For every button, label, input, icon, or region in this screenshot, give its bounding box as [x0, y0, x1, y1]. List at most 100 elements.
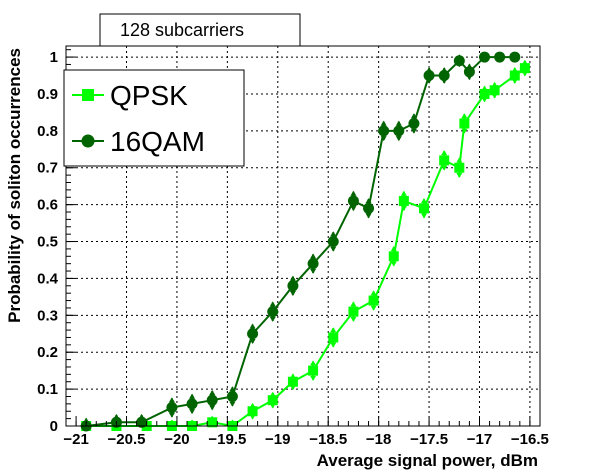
data-point [207, 417, 218, 428]
data-point [347, 195, 359, 207]
data-point [328, 332, 339, 343]
error-cap [189, 393, 196, 399]
legend-marker [81, 134, 95, 148]
error-cap [461, 113, 468, 119]
data-point [136, 416, 148, 428]
error-cap [209, 389, 216, 395]
data-point [363, 202, 375, 214]
error-cap [461, 128, 468, 134]
error-cap [249, 338, 256, 344]
legend-label: 16QAM [110, 126, 205, 157]
data-point [408, 117, 420, 129]
data-point [459, 118, 470, 129]
data-point [509, 51, 521, 63]
error-cap [390, 261, 397, 267]
error-cap [456, 172, 463, 178]
error-cap [330, 342, 337, 348]
data-point [463, 66, 475, 78]
error-cap [330, 327, 337, 333]
data-point [454, 162, 465, 173]
error-cap [289, 291, 296, 297]
error-cap [310, 375, 317, 381]
data-point [308, 365, 319, 376]
data-point [453, 55, 465, 67]
x-tick-label: −17 [467, 431, 492, 448]
error-cap [370, 290, 377, 296]
data-point [348, 306, 359, 317]
data-point [206, 394, 218, 406]
title-box: 128 subcarriers [99, 13, 301, 47]
y-tick-label: 0.6 [37, 197, 58, 214]
error-cap [395, 120, 402, 126]
data-point [307, 258, 319, 270]
legend-label: QPSK [110, 80, 188, 111]
error-cap [330, 246, 337, 252]
error-cap [310, 360, 317, 366]
error-cap [189, 409, 196, 415]
error-cap [350, 190, 357, 196]
y-tick-label: 0 [50, 418, 58, 435]
error-cap [269, 301, 276, 307]
x-tick-label: −17.5 [410, 431, 448, 448]
data-point [247, 328, 259, 340]
y-tick-label: 0.2 [37, 344, 58, 361]
y-tick-label: 0.4 [37, 270, 59, 287]
error-cap [365, 213, 372, 219]
error-cap [249, 323, 256, 329]
x-tick-label: −16.5 [511, 431, 549, 448]
error-cap [350, 316, 357, 322]
y-tick-label: 0.9 [37, 86, 58, 103]
error-cap [310, 253, 317, 259]
error-cap [209, 405, 216, 411]
axis-ticks [65, 49, 541, 427]
error-cap [390, 246, 397, 252]
error-cap [350, 206, 357, 212]
plot-frame [65, 45, 541, 427]
error-cap [370, 305, 377, 311]
data-point [494, 51, 506, 63]
error-cap [400, 206, 407, 212]
series-layer [80, 51, 530, 432]
error-cap [350, 301, 357, 307]
data-point [419, 203, 430, 214]
error-cap [441, 150, 448, 156]
x-tick-label: −20.5 [108, 431, 146, 448]
error-cap [380, 136, 387, 142]
x-tick-label: −20 [164, 431, 189, 448]
data-point [287, 280, 299, 292]
title-box-frame [99, 13, 301, 47]
error-cap [310, 268, 317, 274]
error-cap [380, 120, 387, 126]
y-tick-label: 0.1 [37, 381, 58, 398]
data-point [439, 155, 450, 166]
error-cap [330, 231, 337, 237]
x-tick-label: −19.5 [208, 431, 246, 448]
x-tick-label: −18 [366, 431, 391, 448]
legend-entry-qpsk: QPSK [72, 80, 188, 111]
y-axis-title: Probability of soliton occurrences [5, 48, 24, 323]
data-point [509, 70, 520, 81]
error-cap [421, 198, 428, 204]
x-tick-label: −19 [265, 431, 290, 448]
legend: QPSK 16QAM [63, 69, 245, 167]
x-axis-title: Average signal power, dBm [317, 451, 538, 470]
x-tick-label: −21 [63, 431, 88, 448]
y-tick-label: 0.7 [37, 160, 58, 177]
data-point [398, 195, 409, 206]
error-cap [410, 128, 417, 134]
data-point [368, 295, 379, 306]
error-cap [395, 136, 402, 142]
data-point [247, 406, 258, 417]
error-cap [229, 401, 236, 407]
data-point [226, 390, 238, 402]
error-cap [456, 157, 463, 163]
data-point [186, 398, 198, 410]
x-tick-label: −18.5 [309, 431, 347, 448]
data-point [267, 395, 278, 406]
error-cap [269, 316, 276, 322]
error-cap [289, 275, 296, 281]
error-cap [410, 113, 417, 119]
data-point [166, 402, 178, 414]
data-point [423, 70, 435, 82]
